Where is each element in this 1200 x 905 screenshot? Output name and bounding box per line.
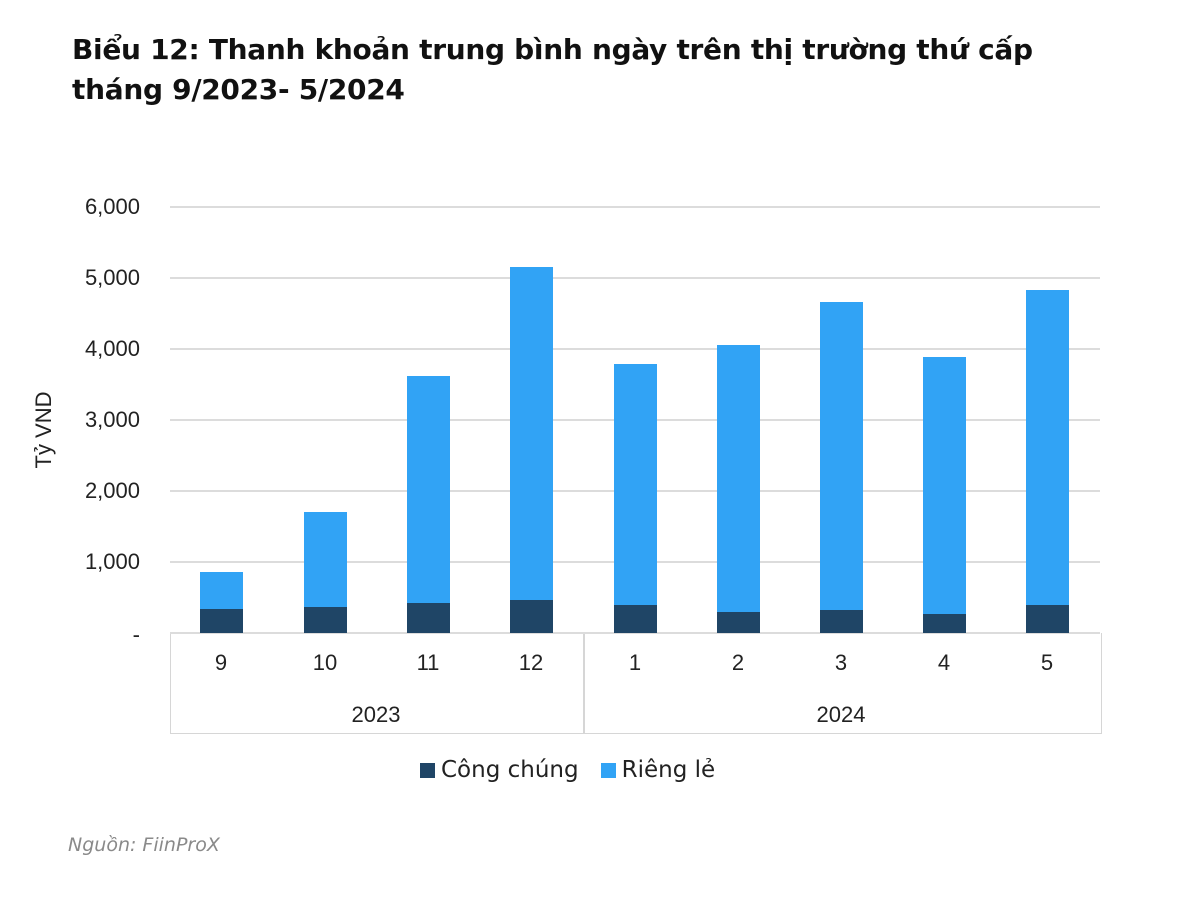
- gridline: [170, 348, 1100, 350]
- legend-label-cong-chung: Công chúng: [441, 757, 579, 783]
- chart-title-line-1: Biểu 12: Thanh khoản trung bình ngày trê…: [72, 33, 1033, 66]
- x-tick-label: 1: [628, 650, 642, 675]
- stacked-bar: [922, 356, 966, 633]
- legend-item-rieng-le: Riêng lẻ: [600, 757, 716, 783]
- x-group-label: 2023: [351, 702, 401, 727]
- x-tick-label: 5: [1040, 650, 1054, 675]
- bar-segment-rieng-le: [1025, 290, 1069, 606]
- category-axis-group-frame: [170, 633, 585, 734]
- legend-swatch-rieng-le-icon: [600, 762, 616, 778]
- source-note: Nguồn: FiinProX: [68, 834, 220, 856]
- bar-segment-cong-chung: [1025, 605, 1069, 633]
- bar-segment-cong-chung: [716, 611, 760, 633]
- chart-title: Biểu 12: Thanh khoản trung bình ngày trê…: [72, 30, 1172, 110]
- bar-segment-cong-chung: [509, 600, 553, 633]
- bar-segment-cong-chung: [303, 606, 347, 633]
- legend-item-cong-chung: Công chúng: [420, 757, 579, 783]
- x-tick-label: 4: [937, 650, 951, 675]
- chart-title-line-2: tháng 9/2023- 5/2024: [72, 73, 405, 106]
- x-tick-label: 3: [834, 650, 848, 675]
- bar-segment-cong-chung: [406, 603, 450, 633]
- bar-segment-rieng-le: [303, 512, 347, 607]
- legend-swatch-cong-chung-icon: [420, 762, 435, 778]
- bar-segment-rieng-le: [406, 375, 450, 604]
- y-tick-label: 5,000: [84, 265, 140, 290]
- stacked-bar: [509, 267, 553, 633]
- x-tick-label: 2: [731, 650, 745, 675]
- bar-segment-rieng-le: [819, 302, 863, 611]
- category-axis-group-frame: [583, 633, 1102, 734]
- bar-segment-cong-chung: [613, 605, 657, 633]
- stacked-bar: [819, 302, 863, 633]
- bar-segment-rieng-le: [199, 571, 243, 609]
- stacked-bar: [303, 512, 347, 633]
- stacked-bar: [716, 344, 760, 633]
- y-tick-label: 1,000: [84, 549, 140, 574]
- bar-segment-rieng-le: [922, 356, 966, 614]
- bar-segment-cong-chung: [819, 610, 863, 633]
- gridline: [170, 206, 1100, 208]
- bar-segment-rieng-le: [613, 363, 657, 606]
- x-tick-label: 10: [312, 650, 338, 675]
- stacked-bar: [1025, 290, 1069, 633]
- stacked-bar: [613, 363, 657, 633]
- bar-segment-cong-chung: [922, 613, 966, 633]
- x-axis-baseline: [170, 632, 1100, 634]
- bar-segment-rieng-le: [716, 344, 760, 612]
- gridline: [170, 277, 1100, 279]
- x-tick-label: 11: [416, 650, 440, 675]
- legend-label-rieng-le: Riêng lẻ: [621, 757, 716, 783]
- stacked-bar: [199, 571, 243, 633]
- y-tick-label: 3,000: [84, 407, 140, 432]
- x-tick-label: 12: [518, 650, 544, 675]
- y-tick-label: 6,000: [84, 194, 140, 219]
- x-group-label: 2024: [816, 702, 866, 727]
- x-tick-label: 9: [214, 650, 228, 675]
- legend: Công chúng Riêng lẻ: [420, 757, 715, 783]
- y-tick-label: -: [132, 622, 140, 647]
- y-tick-label: 4,000: [84, 336, 140, 361]
- stacked-bar: [406, 375, 450, 633]
- y-axis-label: Tỷ VND: [31, 391, 56, 469]
- bar-segment-cong-chung: [199, 608, 243, 633]
- y-tick-label: 2,000: [84, 478, 140, 503]
- bar-segment-rieng-le: [509, 267, 553, 601]
